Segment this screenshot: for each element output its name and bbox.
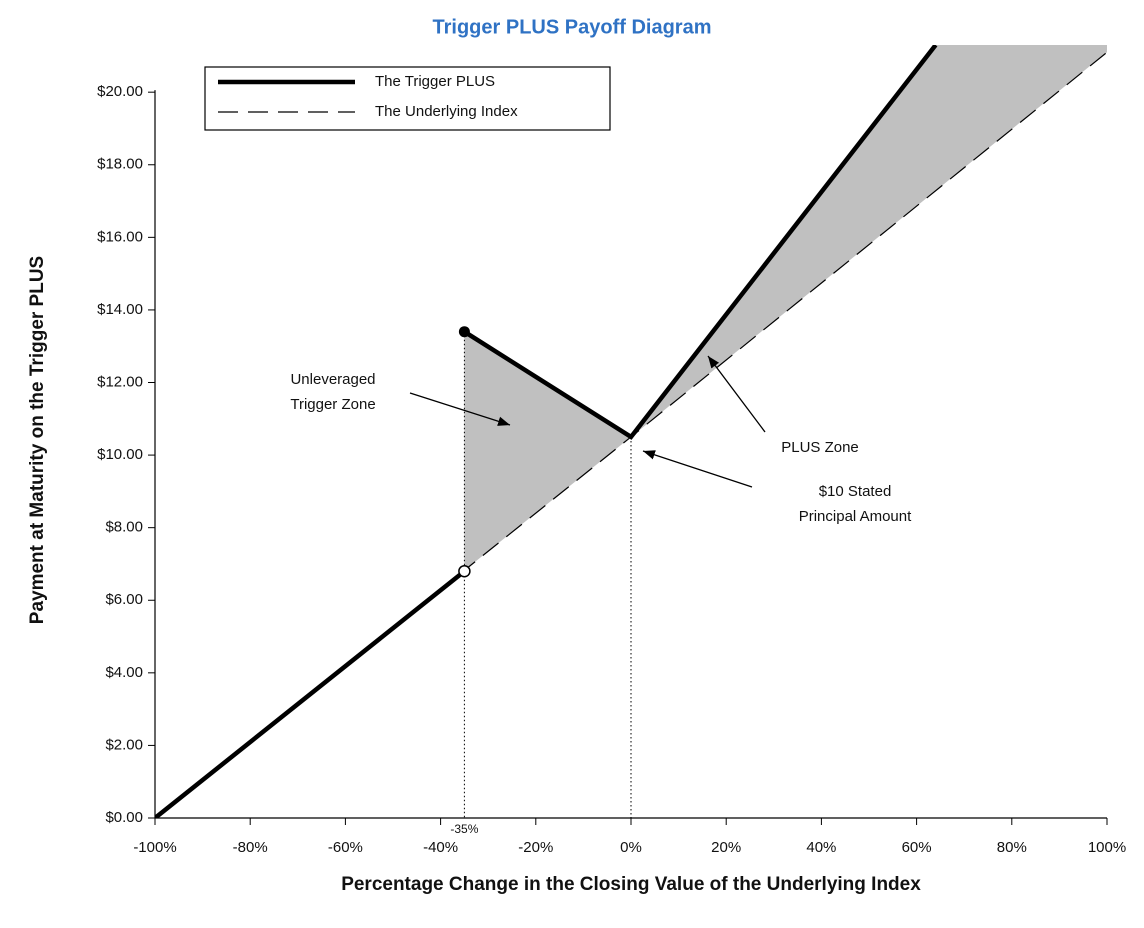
annotation: Principal Amount <box>799 508 912 525</box>
x-tick-label: -80% <box>233 839 268 856</box>
trigger-label: -35% <box>450 822 478 836</box>
y-tick-label: $12.00 <box>97 373 143 390</box>
x-tick-label: -20% <box>518 839 553 856</box>
x-axis-title: Percentage Change in the Closing Value o… <box>341 874 921 895</box>
x-tick-label: 0% <box>620 839 642 856</box>
legend-label: The Trigger PLUS <box>375 73 495 90</box>
x-tick-label: 20% <box>711 839 741 856</box>
y-tick-label: $18.00 <box>97 156 143 173</box>
plus-zone <box>631 45 1107 437</box>
legend <box>204 66 611 131</box>
open-point <box>458 564 471 578</box>
legend-label: The Underlying Index <box>375 103 518 120</box>
x-tick-label: 80% <box>997 839 1027 856</box>
x-tick-label: -40% <box>423 839 458 856</box>
y-tick-label: $14.00 <box>97 301 143 318</box>
y-tick-label: $4.00 <box>105 664 143 681</box>
x-tick-label: 40% <box>806 839 836 856</box>
annotation: $10 Stated <box>819 483 892 500</box>
x-tick-label: 60% <box>902 839 932 856</box>
y-tick-label: $8.00 <box>105 519 143 536</box>
x-tick-label: 100% <box>1088 839 1126 856</box>
chart-title: Trigger PLUS Payoff Diagram <box>433 16 712 38</box>
annotation: PLUS Zone <box>781 439 859 456</box>
arrow <box>409 392 511 426</box>
y-tick-label: $20.00 <box>97 83 143 100</box>
x-tick-label: -100% <box>133 839 176 856</box>
arrow <box>707 355 766 433</box>
annotation: Unleveraged <box>290 371 375 388</box>
trigger-zone <box>464 331 631 571</box>
x-tick-label: -60% <box>328 839 363 856</box>
y-tick-label: $10.00 <box>97 446 143 463</box>
y-tick-label: $16.00 <box>97 228 143 245</box>
y-tick-label: $6.00 <box>105 591 143 608</box>
y-axis-title: Payment at Maturity on the Trigger PLUS <box>27 256 48 624</box>
annotation: Trigger Zone <box>290 396 375 413</box>
y-tick-label: $2.00 <box>105 736 143 753</box>
y-tick-label: $0.00 <box>105 809 143 826</box>
arrow <box>642 450 753 488</box>
filled-point <box>458 326 470 338</box>
shaded-zones <box>464 45 1107 571</box>
